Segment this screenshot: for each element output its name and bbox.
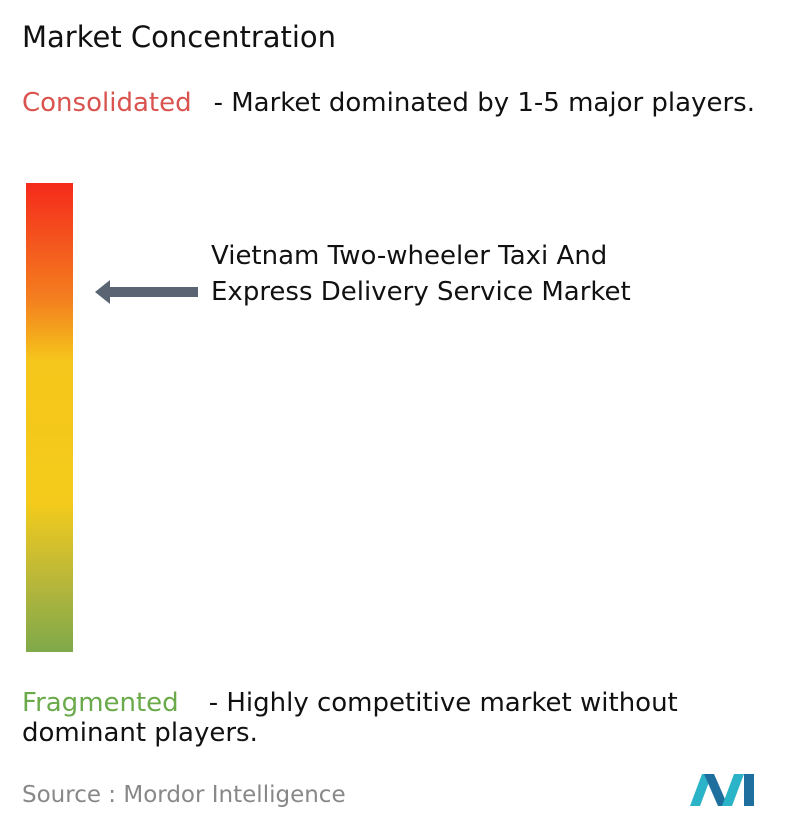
logo xyxy=(690,774,754,806)
logo-part xyxy=(704,774,728,806)
arrow-shape xyxy=(95,280,198,304)
fragmented-legend: Fragmented - Highly competitive market wi… xyxy=(22,688,792,748)
fragmented-description: - Highly competitive market without domi… xyxy=(22,688,678,748)
title: Market Concentration xyxy=(22,20,337,54)
arrow xyxy=(95,280,198,304)
concentration-gradient xyxy=(26,183,73,652)
fragmented-label: Fragmented xyxy=(22,688,179,718)
source: Source : Mordor Intelligence xyxy=(22,782,346,808)
consolidated-legend: Consolidated - Market dominated by 1-5 ma… xyxy=(22,88,792,118)
consolidated-description: - Market dominated by 1-5 major players. xyxy=(213,88,755,118)
logo-part xyxy=(744,774,754,806)
logo-part xyxy=(722,774,744,806)
logo-part xyxy=(690,774,712,806)
market-name: Vietnam Two-wheeler Taxi And Express Del… xyxy=(211,241,631,307)
consolidated-label: Consolidated xyxy=(22,88,192,118)
